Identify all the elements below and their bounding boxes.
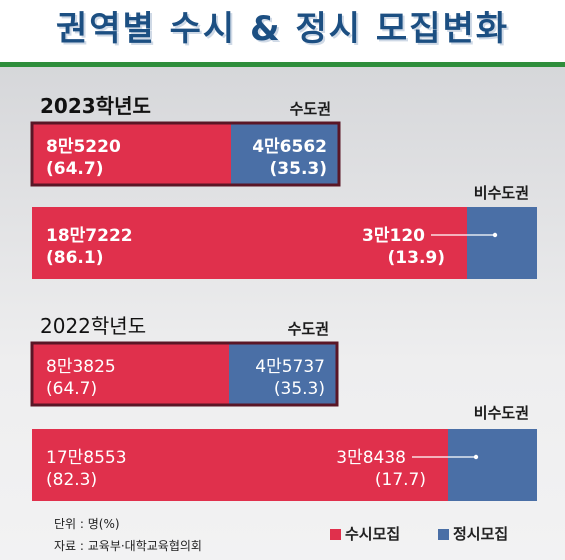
bar-jeongsi [229,343,337,405]
bar-susi [32,207,467,279]
jeongsi-pct-label: (17.7) [375,470,426,490]
legend-susi-label: 수시모집 [345,525,401,543]
bar-susi [32,429,448,501]
susi-pct-label: (86.1) [46,248,103,268]
jeongsi-count-label: 4만5737 [255,357,325,377]
pointer-dot [473,454,479,460]
year-label: 2023학년도 [40,94,151,118]
bar-susi [32,343,229,405]
unit-note: 단위 : 명(%) [54,517,120,531]
susi-count-label: 18만7222 [46,226,133,246]
title-divider [0,62,565,67]
legend-jeongsi: 정시모집 [438,523,508,544]
susi-pct-label: (64.7) [46,379,97,399]
susi-count-label: 17만8553 [46,448,127,468]
region-label: 수도권 [290,100,331,118]
susi-pct-label: (82.3) [46,470,97,490]
legend-jeongsi-swatch [438,529,449,540]
chart-panel: 2023학년도 수도권 8만5220 (64.7) 4만6562 (35.3) 비수도권 18… [0,67,565,560]
susi-count-label: 8만5220 [46,137,121,157]
bar-jeongsi [231,123,339,185]
jeongsi-pct-label: (35.3) [270,159,327,179]
bar-susi [32,123,231,185]
page-title: 권역별 수시 & 정시 모집변화 [55,9,510,49]
susi-pct-label: (64.7) [46,159,103,179]
region-label: 수도권 [288,320,329,338]
pointer-dot [492,232,498,238]
stacked-bar-chart: 2023학년도 수도권8만5220(64.7)4만6562(35.3)비수도권18… [30,94,537,501]
region-label: 비수도권 [474,184,529,202]
legend-jeongsi-label: 정시모집 [453,525,509,543]
bar-jeongsi [448,429,537,501]
bar-jeongsi [467,207,537,279]
jeongsi-pct-label: (35.3) [274,379,325,399]
jeongsi-pct-label: (13.9) [388,248,445,268]
susi-count-label: 8만3825 [46,357,116,377]
legend-susi: 수시모집 [330,523,400,544]
year-label: 2022학년도 [40,314,146,338]
jeongsi-count-label: 3만120 [362,226,425,246]
jeongsi-count-label: 3만8438 [336,448,406,468]
source-note: 자료 : 교육부·대학교육협의회 [54,539,202,553]
legend-susi-swatch [330,529,341,540]
region-label: 비수도권 [474,404,529,422]
jeongsi-count-label: 4만6562 [252,137,327,157]
metro-bar-border [30,121,341,187]
metro-bar-border [30,341,339,407]
